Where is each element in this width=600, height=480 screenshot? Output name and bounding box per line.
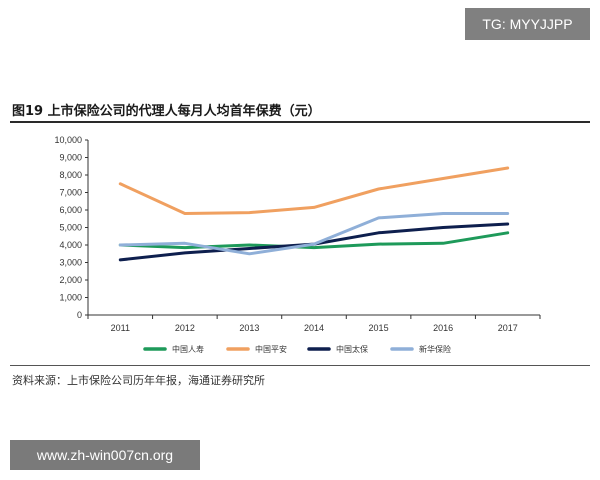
y-tick-label: 4,000	[59, 240, 82, 250]
series-line-4	[118, 212, 510, 256]
title-rule	[10, 121, 590, 123]
x-tick-label: 2014	[304, 323, 324, 333]
x-tick-label: 2015	[369, 323, 389, 333]
figure-title: 图19 上市保险公司的代理人每月人均首年保费（元）	[12, 104, 321, 119]
x-tick-label: 2011	[111, 323, 130, 333]
x-tick-label: 2016	[433, 323, 453, 333]
y-tick-label: 6,000	[59, 205, 82, 215]
y-tick-label: 7,000	[59, 188, 82, 198]
y-tick-label: 8,000	[59, 170, 82, 180]
y-axis: 0 1,000 2,000 3,000 4,000 5,000 6,000 7,000 8,00…	[54, 135, 89, 320]
series-lines	[118, 166, 510, 262]
y-tick-label: 2,000	[59, 275, 82, 285]
x-axis: 2011 2012 2013 2014 2015 2016 2017	[87, 314, 541, 333]
y-tick-label: 0	[77, 310, 82, 320]
y-tick-label: 5,000	[59, 223, 82, 233]
x-tick-label: 2017	[498, 323, 518, 333]
watermark-bottom: www.zh-win007cn.org	[10, 440, 200, 470]
legend: 中国人寿 中国平安 中国太保 新华保险	[143, 344, 451, 354]
watermark-top: TG: MYYJJPP	[465, 8, 590, 40]
series-line-2	[118, 166, 510, 215]
y-tick-label: 9,000	[59, 153, 82, 163]
source-note: 资料来源：上市保险公司历年年报，海通证券研究所	[12, 374, 265, 387]
y-tick-label: 10,000	[54, 135, 82, 145]
x-tick-label: 2013	[239, 323, 259, 333]
series-line-1	[118, 231, 510, 250]
x-tick-label: 2012	[175, 323, 195, 333]
legend-label: 中国太保	[336, 344, 368, 354]
legend-label: 新华保险	[419, 344, 451, 354]
legend-label: 中国人寿	[172, 344, 204, 354]
source-rule	[10, 365, 590, 366]
y-tick-label: 1,000	[59, 293, 82, 303]
y-tick-label: 3,000	[59, 258, 82, 268]
legend-label: 中国平安	[255, 344, 287, 354]
